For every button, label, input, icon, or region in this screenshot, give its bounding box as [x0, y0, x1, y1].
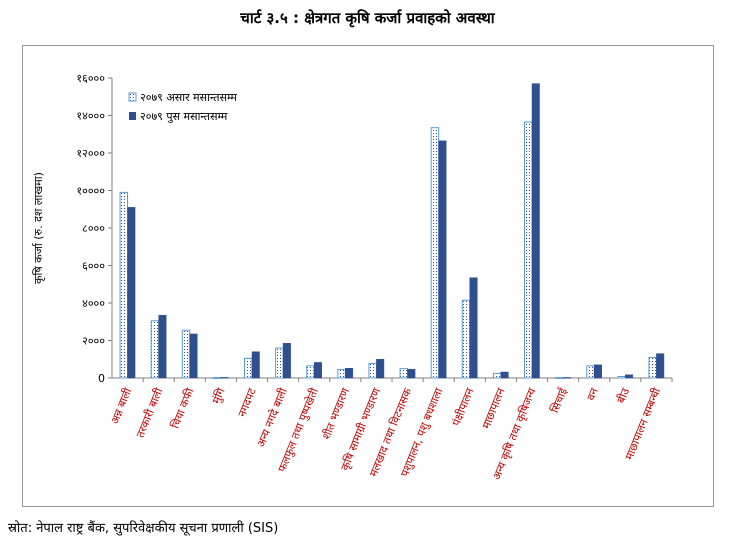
bar-series-2 [438, 140, 447, 379]
y-tick-label: १४००० [76, 110, 105, 123]
bar-series-1 [337, 369, 346, 379]
bar-series-1 [524, 121, 533, 379]
bar-series-1 [617, 376, 626, 379]
bar-series-2 [189, 333, 198, 379]
x-category-label: पंक्षीपालन [450, 385, 477, 427]
bar-series-1 [119, 191, 129, 379]
bar-series-2 [313, 362, 322, 379]
bar-chart: 0 २००० ४००० ६००० ८००० १०००० १२००० १४००० १६००० कृष… [32, 72, 673, 482]
legend-swatch-series-1 [128, 92, 137, 102]
x-category-label: बीउ [614, 385, 632, 405]
bar-series-2 [562, 377, 571, 379]
x-category-label: अन्न बाली [108, 386, 134, 426]
bar-series-1 [212, 377, 222, 379]
x-category-label: अन्य नगदे बाली [254, 386, 290, 449]
bar-series-1 [181, 329, 191, 379]
x-category-label: तरकारी बाली [134, 386, 166, 440]
source-note: स्रोत: नेपाल राष्ट्र बैंक, सुपरिवेक्षकीय… [8, 521, 279, 536]
legend-label: २०७९ पुस मसान्तसम्म [140, 110, 228, 123]
bar-series-2 [469, 277, 478, 379]
bar-series-2 [625, 374, 634, 379]
bar-series-2 [376, 359, 385, 379]
x-category-label: मुंगि [210, 386, 228, 406]
bar-series-1 [586, 365, 595, 379]
y-tick-label: १६००० [76, 72, 105, 85]
chart-title: चार्ट ३.५ : क्षेत्रगत कृषि कर्जा प्रवाहक… [240, 9, 495, 27]
y-tick-label: १२००० [76, 147, 105, 160]
x-category-label: माछापालन [480, 385, 508, 430]
bar-series-2 [282, 343, 291, 379]
bar-series-1 [150, 320, 160, 379]
bar-series-1 [555, 377, 564, 379]
bar-series-2 [127, 207, 136, 379]
bar-series-2 [656, 353, 665, 379]
bar-series-2 [593, 364, 602, 379]
x-category-label: शीत भण्डारण [320, 385, 353, 441]
y-tick-label: २००० [82, 335, 105, 348]
bar-series-2 [158, 314, 167, 379]
bar-series-1 [648, 356, 657, 379]
legend-label: २०७९ असार मसान्तसम्म [140, 91, 237, 104]
bar-series-1 [275, 347, 284, 379]
bar-series-1 [306, 365, 315, 379]
y-tick-label: ८००० [82, 222, 105, 235]
y-tick-label: १०००० [76, 185, 105, 198]
x-category-label: चिया कफी [169, 386, 197, 430]
chart-frame [22, 45, 714, 507]
bar-series-1 [399, 368, 409, 379]
bar-series-1 [492, 372, 502, 379]
bar-series-1 [368, 362, 377, 379]
x-category-label: वन [584, 385, 601, 402]
bar-series-1 [461, 299, 471, 379]
bar-series-1 [430, 127, 440, 379]
y-tick-label: 0 [98, 372, 105, 385]
bar-series-2 [345, 368, 354, 379]
bar-series-2 [531, 83, 540, 379]
x-category-label: नगदपट [236, 386, 259, 419]
bar-series-1 [244, 357, 253, 379]
y-axis-label: कृषि कर्जा (रु. दश लाखमा) [32, 172, 45, 284]
bar-series-2 [251, 351, 260, 379]
bar-series-2 [220, 377, 229, 379]
y-tick-label: ६००० [82, 260, 105, 273]
x-category-label: सिचाई [548, 385, 570, 414]
bar-series-2 [407, 368, 416, 379]
legend-swatch-series-2 [129, 112, 136, 120]
bar-series-2 [500, 371, 509, 379]
y-tick-label: ४००० [82, 297, 105, 310]
